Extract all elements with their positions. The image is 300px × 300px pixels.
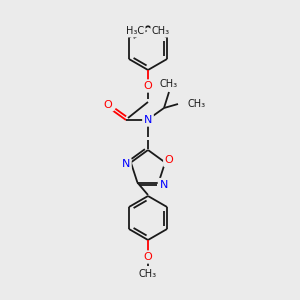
Text: O: O (144, 81, 152, 91)
Text: H₃C: H₃C (126, 26, 144, 36)
Text: O: O (165, 155, 173, 165)
Text: N: N (122, 159, 130, 170)
Text: CH₃: CH₃ (139, 269, 157, 279)
Text: CH₃: CH₃ (152, 26, 170, 36)
Text: CH₃: CH₃ (160, 79, 178, 89)
Text: N: N (159, 180, 168, 190)
Text: O: O (103, 100, 112, 110)
Text: CH₃: CH₃ (187, 99, 205, 109)
Text: O: O (144, 252, 152, 262)
Text: N: N (144, 115, 152, 125)
